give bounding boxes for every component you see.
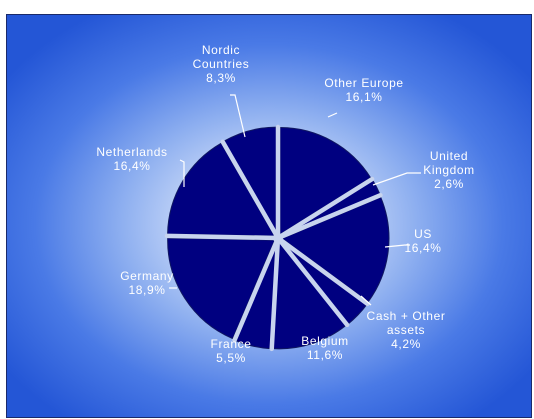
leader-line [327, 112, 338, 118]
pie-center-hub [273, 233, 283, 243]
slice-separator [164, 233, 281, 241]
slice-separator [275, 235, 350, 328]
slice-separator [220, 139, 281, 241]
chart-panel: Other Europe 16,1% United Kingdom 2,6% US 16,4… [6, 14, 532, 418]
slice-label-line: Kingdom [423, 163, 475, 177]
slice-label-line: 8,3% [206, 71, 236, 85]
leader-line [384, 244, 410, 248]
slice-label-line: Cash + Other [367, 309, 446, 323]
slice-label-line: United [430, 149, 468, 163]
leader-line [179, 159, 185, 187]
slice-label-line: France [211, 337, 252, 351]
slice-label-line: assets [387, 323, 425, 337]
leader-line [230, 94, 246, 138]
slice-label-line: 5,5% [216, 351, 246, 365]
slice-label-line: 11,6% [307, 348, 343, 362]
leader-line [372, 172, 421, 186]
slice-separator [275, 235, 370, 307]
pie-slice-germany [167, 237, 276, 340]
pie-slice-other-europe [279, 126, 372, 236]
slice-label-line: 16,4% [113, 159, 150, 173]
slice-label-line: 2,6% [434, 177, 464, 191]
pie-chart: Other Europe16,1%UnitedKingdom2,6%US16,4… [96, 43, 474, 365]
pie-slice-belgium [272, 240, 347, 350]
slice-label-line: Countries [193, 57, 250, 71]
slice-separator [275, 176, 375, 241]
slice-label-line: Belgium [301, 334, 349, 348]
slice-label-line: 4,2% [391, 337, 421, 351]
leader-lines [169, 94, 421, 306]
slice-separator [232, 235, 281, 343]
slice-label-line: Netherlands [96, 145, 167, 159]
slice-label-line: Germany [120, 269, 174, 283]
slice-label-line: 16,1% [345, 90, 382, 104]
slice-labels: Other Europe16,1%UnitedKingdom2,6%US16,4… [96, 43, 474, 365]
pie-slices [164, 124, 390, 352]
pie-slice-us [280, 196, 390, 303]
slice-label-line: 18,9% [128, 283, 165, 297]
slice-separator [275, 192, 383, 241]
slice-label-line: 16,4% [404, 241, 441, 255]
slice-label-line: Other Europe [324, 76, 403, 90]
slice-label-line: Nordic [202, 43, 240, 57]
leader-line [360, 295, 372, 306]
slice-separator [269, 235, 281, 352]
pie-slice-netherlands [167, 142, 276, 237]
slice-label-line: US [414, 227, 432, 241]
